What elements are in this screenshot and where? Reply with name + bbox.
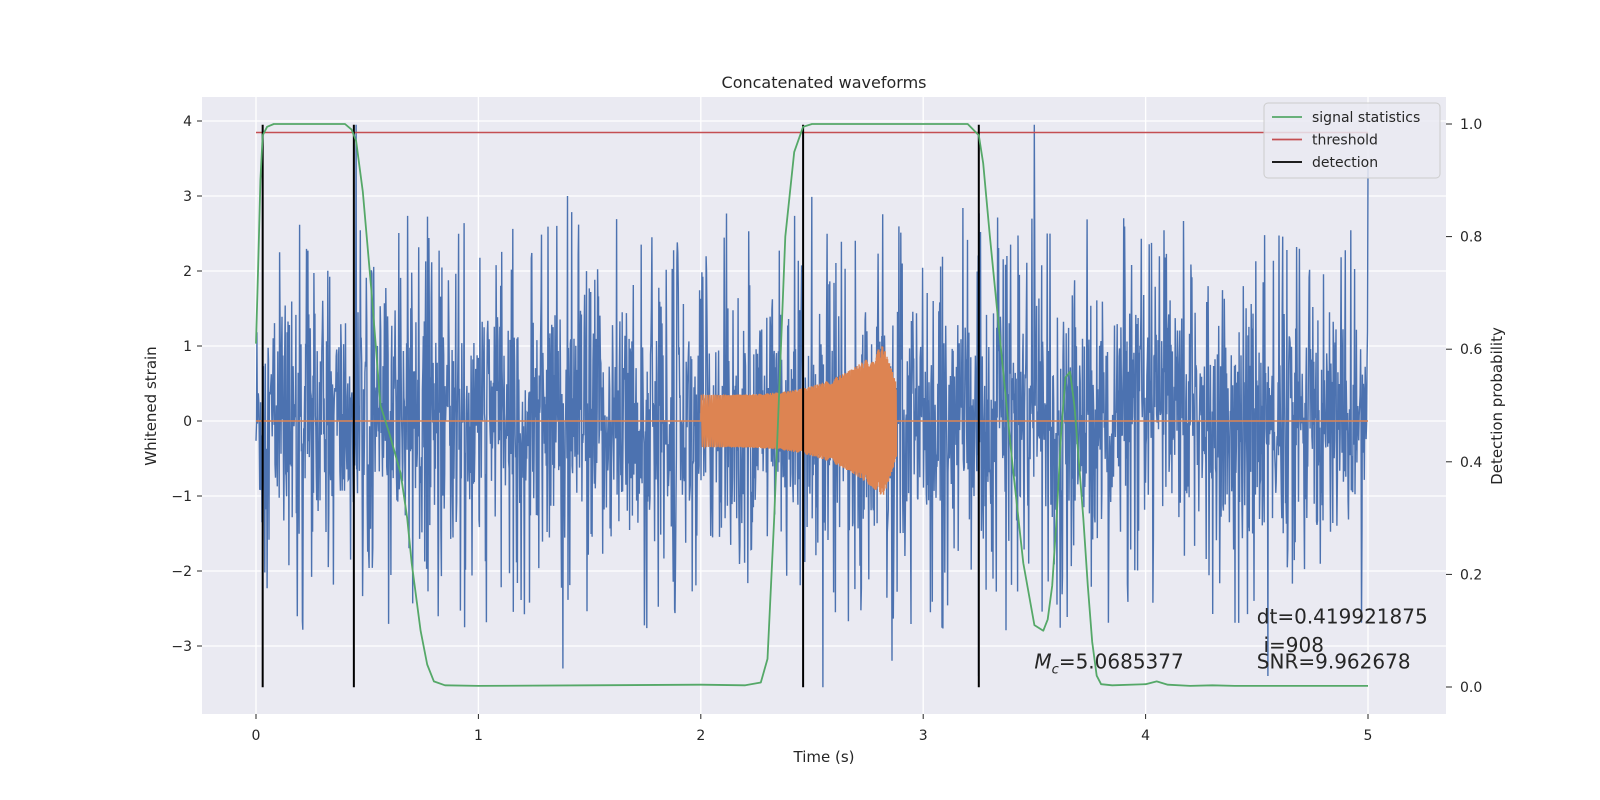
chart-title: Concatenated waveforms xyxy=(722,73,927,92)
y-right-tick-label: 1.0 xyxy=(1460,117,1482,133)
plot-data xyxy=(255,123,1369,688)
x-axis-label: Time (s) xyxy=(793,748,855,766)
annotations: Mc=5.0685377 dt=0.419921875 i=908SNR=9.962… xyxy=(1034,605,1427,678)
legend-entry: threshold xyxy=(1312,133,1378,149)
series-injected-chirp xyxy=(256,346,1368,495)
series-signal-statistics xyxy=(255,123,1368,687)
y-right-tick-label: 0.6 xyxy=(1460,342,1482,358)
y-left-tick-label: −2 xyxy=(171,564,192,580)
y-left-tick-label: 1 xyxy=(183,339,192,355)
x-tick-label: 2 xyxy=(696,728,705,744)
y-left-tick-label: 0 xyxy=(183,414,192,430)
y-left-tick-label: 3 xyxy=(183,189,192,205)
x-tick-label: 1 xyxy=(474,728,483,744)
annotation-index: i=908 xyxy=(1263,633,1324,657)
y-left-tick-label: 4 xyxy=(183,114,192,130)
y-left-tick-label: −3 xyxy=(171,639,192,655)
series-whitened-strain xyxy=(255,124,1369,688)
y-right-tick-label: 0.8 xyxy=(1460,230,1482,246)
y-right-tick-label: 0.2 xyxy=(1460,567,1482,583)
annotation-snr: SNR=9.962678 xyxy=(1257,650,1411,674)
y-right-tick-label: 0.4 xyxy=(1460,455,1482,471)
x-tick-label: 0 xyxy=(252,728,261,744)
legend: signal statistics threshold detection xyxy=(1263,102,1441,179)
legend-box xyxy=(1263,102,1441,179)
axes: 0 1 2 3 4 5 4 3 2 1 0 −1 −2 −3 1.0 0.8 0.6 0.4 0.2 0.0 xyxy=(171,114,1482,744)
annotation-dt: dt=0.419921875 xyxy=(1257,605,1428,629)
legend-entry: signal statistics xyxy=(1312,110,1420,126)
y-left-tick-label: −1 xyxy=(171,489,192,505)
x-tick-label: 3 xyxy=(919,728,928,744)
y-left-tick-label: 2 xyxy=(183,264,192,280)
y-axis-left-label: Whitened strain xyxy=(142,346,160,465)
legend-entry: detection xyxy=(1312,155,1378,171)
annotation-chirp-mass: Mc=5.0685377 xyxy=(1034,650,1183,678)
x-tick-label: 5 xyxy=(1364,728,1373,744)
x-tick-label: 4 xyxy=(1141,728,1150,744)
y-axis-right-label: Detection probability xyxy=(1488,327,1506,485)
y-right-tick-label: 0.0 xyxy=(1460,680,1482,696)
